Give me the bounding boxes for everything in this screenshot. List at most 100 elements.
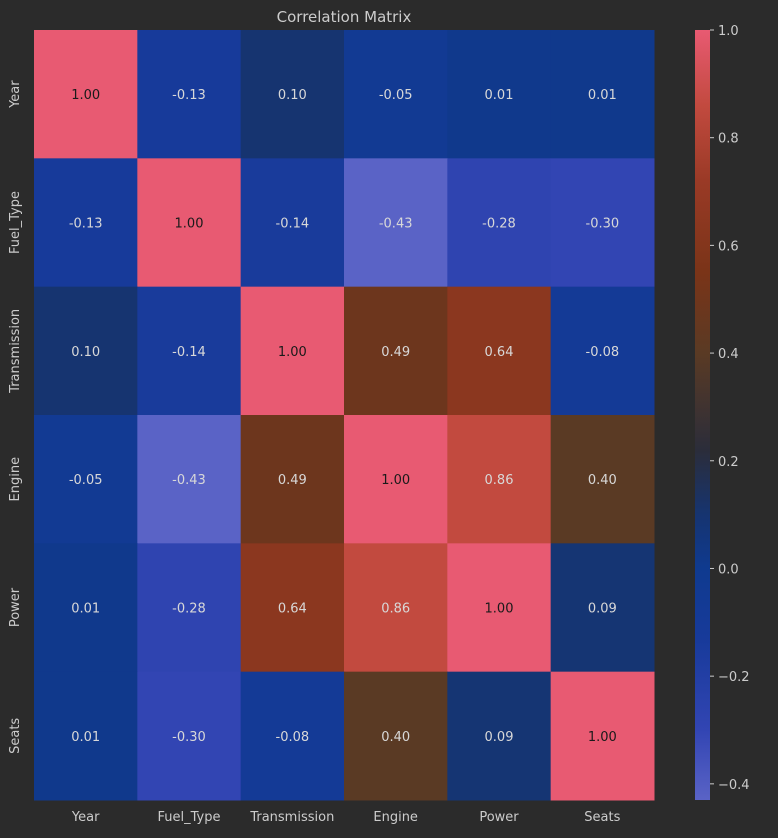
heatmap-cell: [240, 415, 345, 544]
colorbar-ticks: −0.4 −0.2 0.0 0.2 0.4 0.6 0.8 1.0: [710, 24, 750, 793]
cell-value-label: 0.01: [71, 602, 100, 617]
cell-value-label: 0.86: [485, 473, 514, 488]
heatmap-cell: [240, 158, 345, 288]
x-tick-label: Seats: [584, 810, 620, 825]
heatmap-cell: [34, 415, 138, 544]
heatmap-cell: [344, 671, 448, 801]
cell-value-label: -0.08: [586, 345, 620, 360]
cell-value-label: -0.13: [69, 217, 103, 232]
heatmap-cell: [550, 30, 655, 159]
heatmap-cell: [34, 158, 138, 288]
heatmap-cell: [344, 415, 448, 544]
cell-value-label: 0.40: [588, 473, 617, 488]
heatmap-cell: [137, 158, 242, 288]
heatmap-cell: [550, 158, 655, 288]
heatmap-annotations: 1.00 -0.13 0.10 -0.05 0.01 0.01 -0.13 1.00 -0.14…: [69, 88, 619, 745]
colorbar: [695, 30, 710, 800]
cell-value-label: 0.49: [278, 473, 307, 488]
cell-value-label: -0.13: [172, 88, 206, 103]
heatmap-cell: [34, 30, 138, 159]
y-tick-label: Transmission: [8, 309, 23, 394]
cell-value-label: 1.00: [588, 730, 617, 745]
y-tick-label: Power: [8, 587, 23, 627]
heatmap-cell: [240, 286, 345, 416]
cell-value-label: -0.30: [586, 217, 620, 232]
cell-value-label: 0.40: [381, 730, 410, 745]
x-tick-label: Power: [479, 810, 519, 825]
heatmap-cell: [344, 30, 448, 159]
cell-value-label: 0.64: [278, 602, 307, 617]
heatmap-cell: [137, 671, 242, 801]
cell-value-label: 0.01: [485, 88, 514, 103]
cell-value-label: 0.09: [588, 602, 617, 617]
heatmap-cell: [447, 543, 552, 673]
heatmap-cell: [344, 286, 448, 416]
heatmap-cell: [240, 543, 345, 673]
cell-value-label: 1.00: [175, 217, 204, 232]
heatmap-cell: [137, 415, 242, 544]
cell-value-label: 1.00: [71, 88, 100, 103]
heatmap-cell: [137, 286, 242, 416]
heatmap-cell: [447, 286, 552, 416]
colorbar-tick-label: 1.0: [718, 24, 739, 39]
heatmap-cell: [447, 671, 552, 801]
y-tick-label: Seats: [8, 718, 23, 754]
cell-value-label: -0.14: [172, 345, 206, 360]
x-tick-label: Fuel_Type: [158, 810, 221, 825]
heatmap-cell: [34, 671, 138, 801]
colorbar-tick-label: −0.4: [718, 778, 750, 793]
heatmap-cell: [447, 30, 552, 159]
x-tick-label: Transmission: [249, 810, 334, 825]
heatmap-cell: [34, 543, 138, 673]
cell-value-label: -0.08: [276, 730, 310, 745]
cell-value-label: -0.05: [69, 473, 103, 488]
chart-title: Correlation Matrix: [277, 8, 412, 26]
cell-value-label: -0.43: [379, 217, 413, 232]
heatmap-cell: [344, 543, 448, 673]
heatmap-cell: [550, 415, 655, 544]
heatmap-cell: [550, 543, 655, 673]
colorbar-tick-label: 0.8: [718, 132, 739, 147]
cell-value-label: -0.05: [379, 88, 413, 103]
y-tick-label: Fuel_Type: [8, 191, 23, 254]
heatmap-cells: [34, 30, 655, 801]
heatmap-cell: [344, 158, 448, 288]
cell-value-label: 0.01: [588, 88, 617, 103]
colorbar-tick-label: 0.4: [718, 347, 739, 362]
y-tick-label: Engine: [8, 457, 23, 502]
y-axis-tick-labels: Year Fuel_Type Transmission Engine Power Seat…: [8, 80, 23, 754]
heatmap-cell: [550, 671, 655, 801]
cell-value-label: 0.10: [278, 88, 307, 103]
cell-value-label: -0.14: [276, 217, 310, 232]
heatmap-cell: [447, 158, 552, 288]
x-axis-tick-labels: Year Fuel_Type Transmission Engine Power Seat…: [71, 810, 621, 825]
colorbar-tick-label: 0.2: [718, 455, 739, 470]
heatmap-cell: [137, 543, 242, 673]
heatmap-cell: [240, 30, 345, 159]
cell-value-label: 1.00: [485, 602, 514, 617]
colorbar-tick-label: 0.0: [718, 562, 739, 577]
heatmap-cell: [137, 30, 242, 159]
heatmap-cell: [240, 671, 345, 801]
colorbar-tick-label: 0.6: [718, 239, 739, 254]
x-tick-label: Year: [71, 810, 100, 825]
cell-value-label: -0.30: [172, 730, 206, 745]
cell-value-label: 0.09: [485, 730, 514, 745]
cell-value-label: -0.28: [482, 217, 516, 232]
cell-value-label: 0.10: [71, 345, 100, 360]
heatmap-cell: [34, 286, 138, 416]
heatmap-cell: [447, 415, 552, 544]
cell-value-label: -0.28: [172, 602, 206, 617]
cell-value-label: -0.43: [172, 473, 206, 488]
x-tick-label: Engine: [373, 810, 418, 825]
cell-value-label: 1.00: [278, 345, 307, 360]
cell-value-label: 1.00: [381, 473, 410, 488]
cell-value-label: 0.86: [381, 602, 410, 617]
y-tick-label: Year: [8, 80, 23, 109]
colorbar-tick-label: −0.2: [718, 670, 750, 685]
cell-value-label: 0.01: [71, 730, 100, 745]
cell-value-label: 0.49: [381, 345, 410, 360]
heatmap-cell: [550, 286, 655, 416]
